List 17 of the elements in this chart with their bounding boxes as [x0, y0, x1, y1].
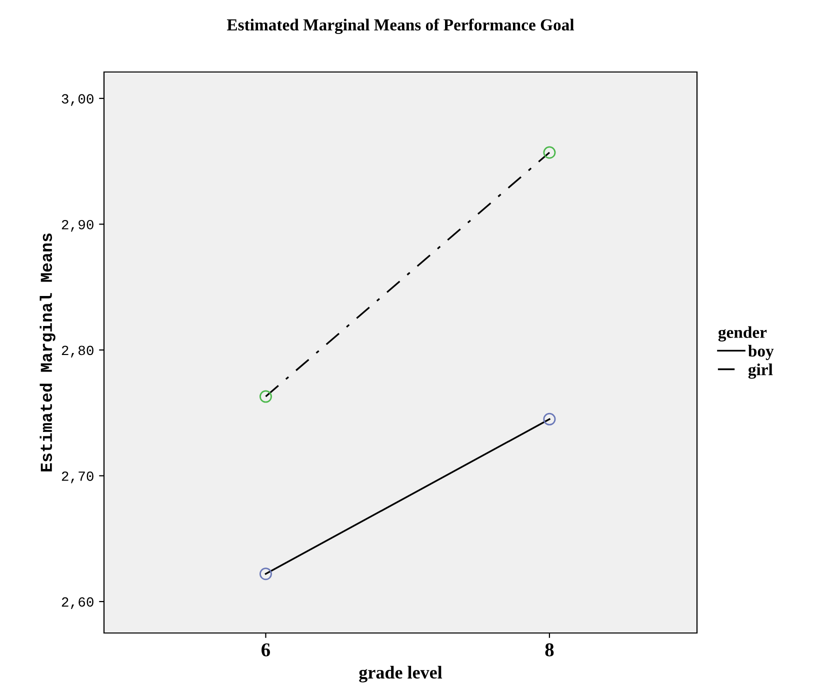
x-tick-label: 6: [262, 643, 270, 656]
point: [259, 390, 272, 403]
x-axis-title: grade level: [359, 666, 442, 682]
y-tick-label: 2,90: [62, 220, 94, 232]
y-axis-title: Estimated Marginal Means: [40, 234, 56, 472]
legend-label: boy: [748, 344, 774, 360]
chart-title: Estimated Marginal Means of Performance Goal: [226, 18, 574, 34]
x-tick-label: 8: [545, 643, 554, 656]
point: [259, 568, 272, 580]
y-tick-label: 2,70: [62, 472, 94, 484]
y-tick-label: 2,60: [62, 597, 94, 610]
point: [543, 146, 556, 159]
legend-title: gender: [718, 326, 767, 342]
y-tick-label: 3,00: [62, 94, 94, 106]
point: [543, 412, 556, 426]
y-tick-label: 2,80: [62, 346, 94, 358]
legend-label: girl: [748, 364, 773, 379]
